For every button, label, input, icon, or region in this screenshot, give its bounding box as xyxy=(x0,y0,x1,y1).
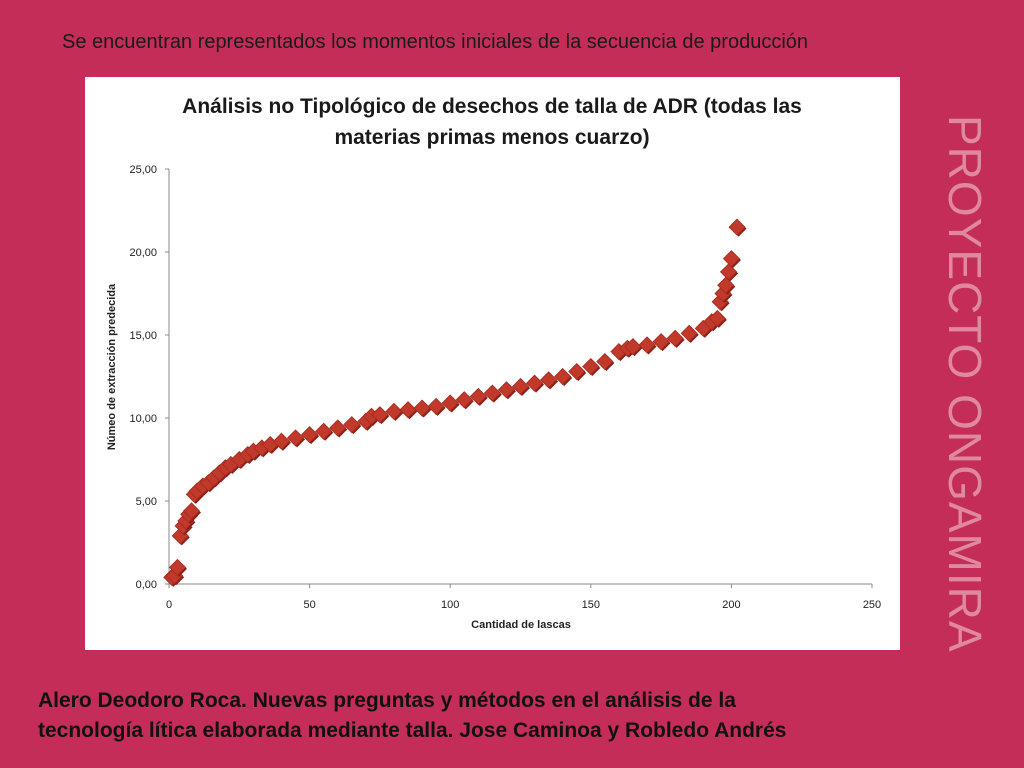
caption-line-2: tecnología lítica elaborada mediante tal… xyxy=(38,719,787,742)
data-point-diamond xyxy=(469,387,487,405)
data-point xyxy=(329,419,348,438)
data-point xyxy=(182,502,201,521)
data-point xyxy=(371,406,390,425)
scatter-chart: Análisis no Tipológico de desechos de ta… xyxy=(106,95,881,631)
data-point xyxy=(168,558,187,577)
data-point-diamond xyxy=(717,276,735,294)
data-point xyxy=(272,432,291,451)
data-point xyxy=(511,377,530,396)
data-point-diamond xyxy=(680,324,698,342)
data-point-diamond xyxy=(343,416,361,434)
data-point-diamond xyxy=(371,406,389,424)
x-tick-label: 100 xyxy=(441,599,459,611)
data-point xyxy=(385,402,404,421)
data-point xyxy=(666,329,685,348)
y-axis-ticks: 0,00 5,00 10,00 15,00 20,00 25,00 xyxy=(129,164,169,591)
data-point xyxy=(483,384,502,403)
data-point xyxy=(301,426,320,445)
caption-line-1: Alero Deodoro Roca. Nuevas preguntas y m… xyxy=(38,689,736,712)
data-point-diamond xyxy=(286,429,305,447)
x-tick-label: 50 xyxy=(303,599,315,611)
y-tick-label: 20,00 xyxy=(129,247,157,259)
x-tick-label: 0 xyxy=(166,599,172,611)
data-point-diamond xyxy=(722,250,740,268)
data-point xyxy=(540,371,559,390)
data-point xyxy=(315,422,334,441)
data-point-diamond xyxy=(511,377,530,396)
data-point xyxy=(708,309,727,328)
data-point-diamond xyxy=(315,422,333,440)
data-point xyxy=(399,401,418,420)
data-point-diamond xyxy=(301,426,319,444)
data-point xyxy=(554,367,573,386)
data-point xyxy=(469,387,488,406)
data-point xyxy=(728,218,747,237)
data-points xyxy=(163,218,747,587)
data-point-diamond xyxy=(168,558,187,576)
data-point-diamond xyxy=(427,397,445,415)
data-point-diamond xyxy=(568,362,586,381)
slide-heading: Se encuentran representados los momentos… xyxy=(62,31,809,53)
data-point-diamond xyxy=(652,333,670,351)
data-point-diamond xyxy=(385,402,403,420)
y-tick-label: 15,00 xyxy=(129,330,157,342)
x-axis-ticks: 0 50 100 150 200 250 xyxy=(166,584,881,611)
x-tick-label: 200 xyxy=(722,599,740,611)
x-tick-label: 150 xyxy=(582,599,600,611)
data-point xyxy=(596,352,615,372)
data-point-diamond xyxy=(483,384,501,402)
data-point-diamond xyxy=(596,352,614,371)
data-point xyxy=(720,263,739,282)
data-point-diamond xyxy=(708,309,726,327)
data-point-diamond xyxy=(638,336,656,354)
data-point xyxy=(582,357,601,377)
data-point-diamond xyxy=(720,263,738,281)
data-point-diamond xyxy=(525,374,544,392)
y-axis-label: Númeo de extracción predecida xyxy=(106,283,118,450)
data-point-diamond xyxy=(728,218,746,236)
data-point xyxy=(717,276,736,295)
data-point xyxy=(441,394,460,413)
chart-title-line1: Análisis no Tipológico de desechos de ta… xyxy=(182,95,802,118)
data-point-diamond xyxy=(182,502,201,520)
data-point-diamond xyxy=(554,367,572,386)
data-point-diamond xyxy=(540,371,558,389)
y-tick-label: 0,00 xyxy=(136,579,157,591)
slide-caption: Alero Deodoro Roca. Nuevas preguntas y m… xyxy=(38,686,878,746)
chart-title-line2: materias primas menos cuarzo) xyxy=(334,126,649,149)
data-point xyxy=(343,416,362,435)
data-point-diamond xyxy=(455,391,473,409)
data-point xyxy=(497,381,516,400)
data-point xyxy=(722,250,741,269)
data-point xyxy=(427,397,446,416)
data-point-diamond xyxy=(624,338,642,356)
data-point-diamond xyxy=(413,399,431,417)
x-tick-label: 250 xyxy=(863,599,881,611)
data-point xyxy=(624,338,643,357)
y-tick-label: 5,00 xyxy=(136,496,157,508)
data-point-diamond xyxy=(441,394,459,412)
data-point xyxy=(568,362,587,382)
data-point xyxy=(652,333,671,352)
side-watermark: PROYECTO ONGAMIRA xyxy=(939,115,991,653)
data-point-diamond xyxy=(329,419,347,437)
data-point-diamond xyxy=(582,357,600,376)
data-point xyxy=(525,374,545,393)
data-point xyxy=(286,429,306,448)
data-point xyxy=(638,336,657,355)
data-point-diamond xyxy=(399,401,417,419)
x-axis-label: Cantidad de lascas xyxy=(471,619,571,631)
y-tick-label: 10,00 xyxy=(129,413,157,425)
data-point xyxy=(680,324,699,343)
data-point xyxy=(413,399,432,418)
data-point-diamond xyxy=(272,432,291,450)
data-point-diamond xyxy=(497,381,516,399)
data-point-diamond xyxy=(666,329,684,347)
data-point xyxy=(455,391,474,410)
y-tick-label: 25,00 xyxy=(129,164,157,176)
chart-card: Análisis no Tipológico de desechos de ta… xyxy=(85,77,900,650)
